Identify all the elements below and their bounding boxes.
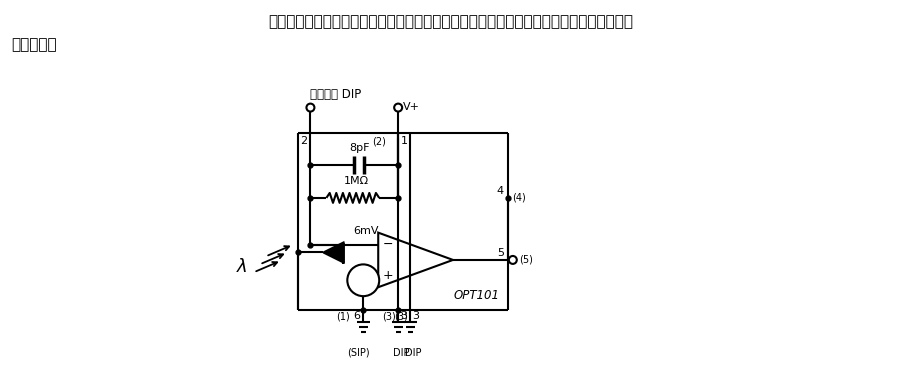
Text: 8pF: 8pF xyxy=(349,143,369,153)
Text: 3: 3 xyxy=(411,311,419,321)
Text: (1): (1) xyxy=(336,311,350,321)
Text: 脚只适用 DIP: 脚只适用 DIP xyxy=(310,88,362,101)
Text: +: + xyxy=(382,269,393,282)
Text: 6: 6 xyxy=(353,311,360,321)
Text: (4): (4) xyxy=(511,193,525,203)
Polygon shape xyxy=(323,242,343,262)
Text: 3: 3 xyxy=(400,311,407,321)
Text: 1MΩ: 1MΩ xyxy=(344,176,368,186)
Text: λ: λ xyxy=(236,258,246,276)
Text: 6mV: 6mV xyxy=(353,226,378,236)
Text: (2): (2) xyxy=(372,137,386,146)
Text: V+: V+ xyxy=(402,101,419,111)
Text: 2: 2 xyxy=(300,137,307,146)
Text: Vb: Vb xyxy=(355,275,370,285)
Text: 用途：用于位置和接近传感器、烟雾检测、照相分析、医学仪器、实验室仪器和条形码扫描: 用途：用于位置和接近传感器、烟雾检测、照相分析、医学仪器、实验室仪器和条形码扫描 xyxy=(268,14,633,29)
Text: (5): (5) xyxy=(519,255,532,265)
Text: OPT101: OPT101 xyxy=(454,289,500,302)
Text: −: − xyxy=(382,238,393,251)
Circle shape xyxy=(347,265,379,296)
Text: DIP: DIP xyxy=(392,348,409,358)
Text: 1: 1 xyxy=(400,137,408,146)
Text: (3): (3) xyxy=(394,311,408,321)
Text: DIP: DIP xyxy=(404,348,421,358)
Text: (3): (3) xyxy=(382,311,396,321)
Text: 5: 5 xyxy=(496,248,503,258)
Text: (SIP): (SIP) xyxy=(346,348,369,358)
Text: 4: 4 xyxy=(496,186,503,196)
Text: 器等场合。: 器等场合。 xyxy=(12,37,57,52)
